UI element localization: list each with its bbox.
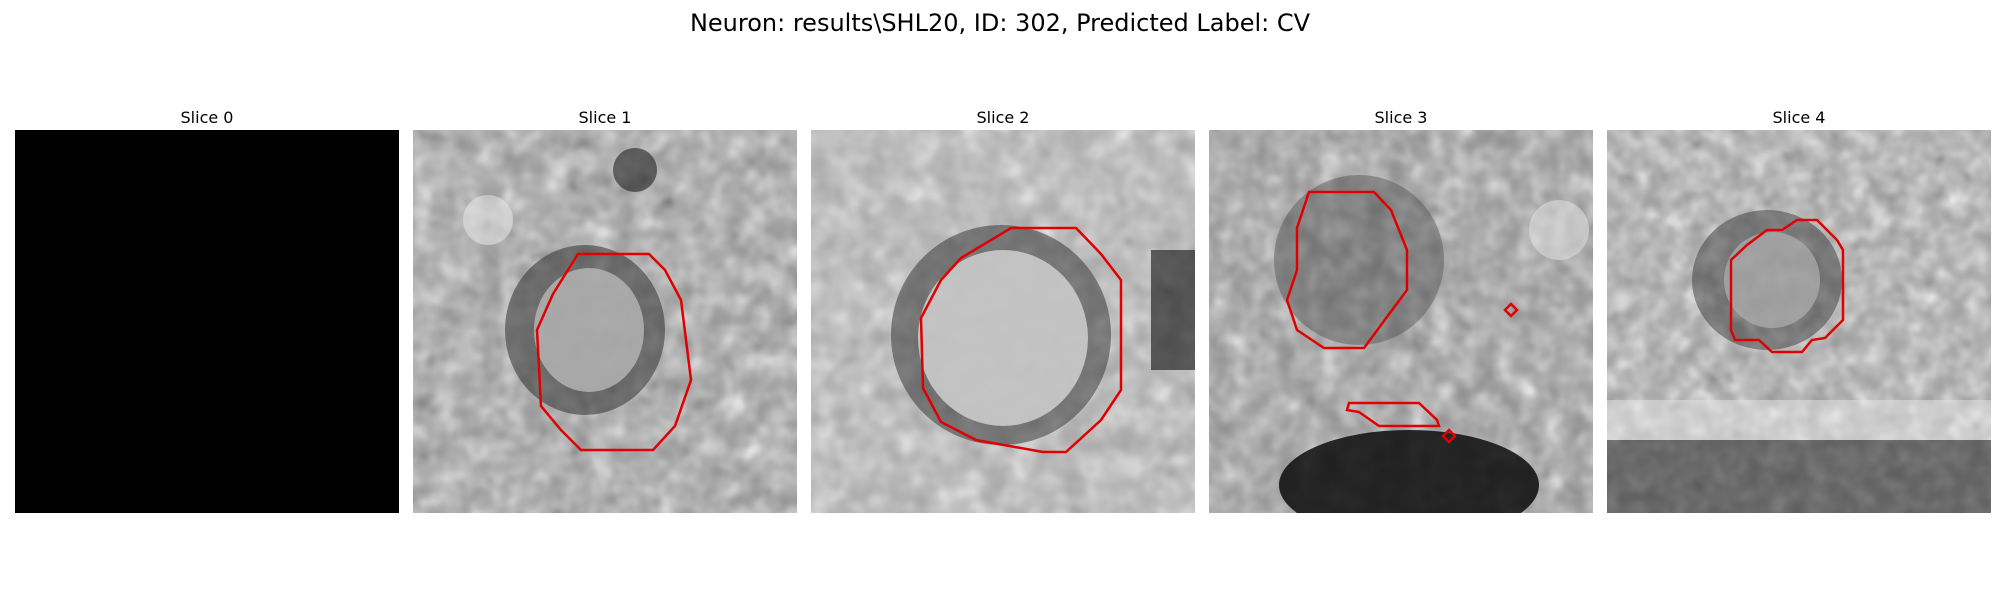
figure-title: Neuron: results\SHL20, ID: 302, Predicte… xyxy=(689,9,1311,37)
slice-title-0: Slice 0 xyxy=(180,108,234,127)
slice-panel-3: Slice 3 xyxy=(1209,108,1593,513)
slice-image-2 xyxy=(811,130,1195,513)
slice-title-2: Slice 2 xyxy=(976,108,1030,127)
slice-title-1: Slice 1 xyxy=(578,108,632,127)
slice-title-4: Slice 4 xyxy=(1772,108,1826,127)
slice-panel-1: Slice 1 xyxy=(413,108,797,513)
slice-image-1 xyxy=(413,130,797,513)
slice-title-3: Slice 3 xyxy=(1374,108,1428,127)
slice-panel-0: Slice 0 xyxy=(15,108,399,513)
slice-image-4 xyxy=(1607,130,1991,513)
slice-image-3 xyxy=(1209,130,1593,513)
slice-image-0 xyxy=(15,130,399,513)
slice-panel-2: Slice 2 xyxy=(811,108,1195,513)
slice-panel-4: Slice 4 xyxy=(1607,108,1991,513)
